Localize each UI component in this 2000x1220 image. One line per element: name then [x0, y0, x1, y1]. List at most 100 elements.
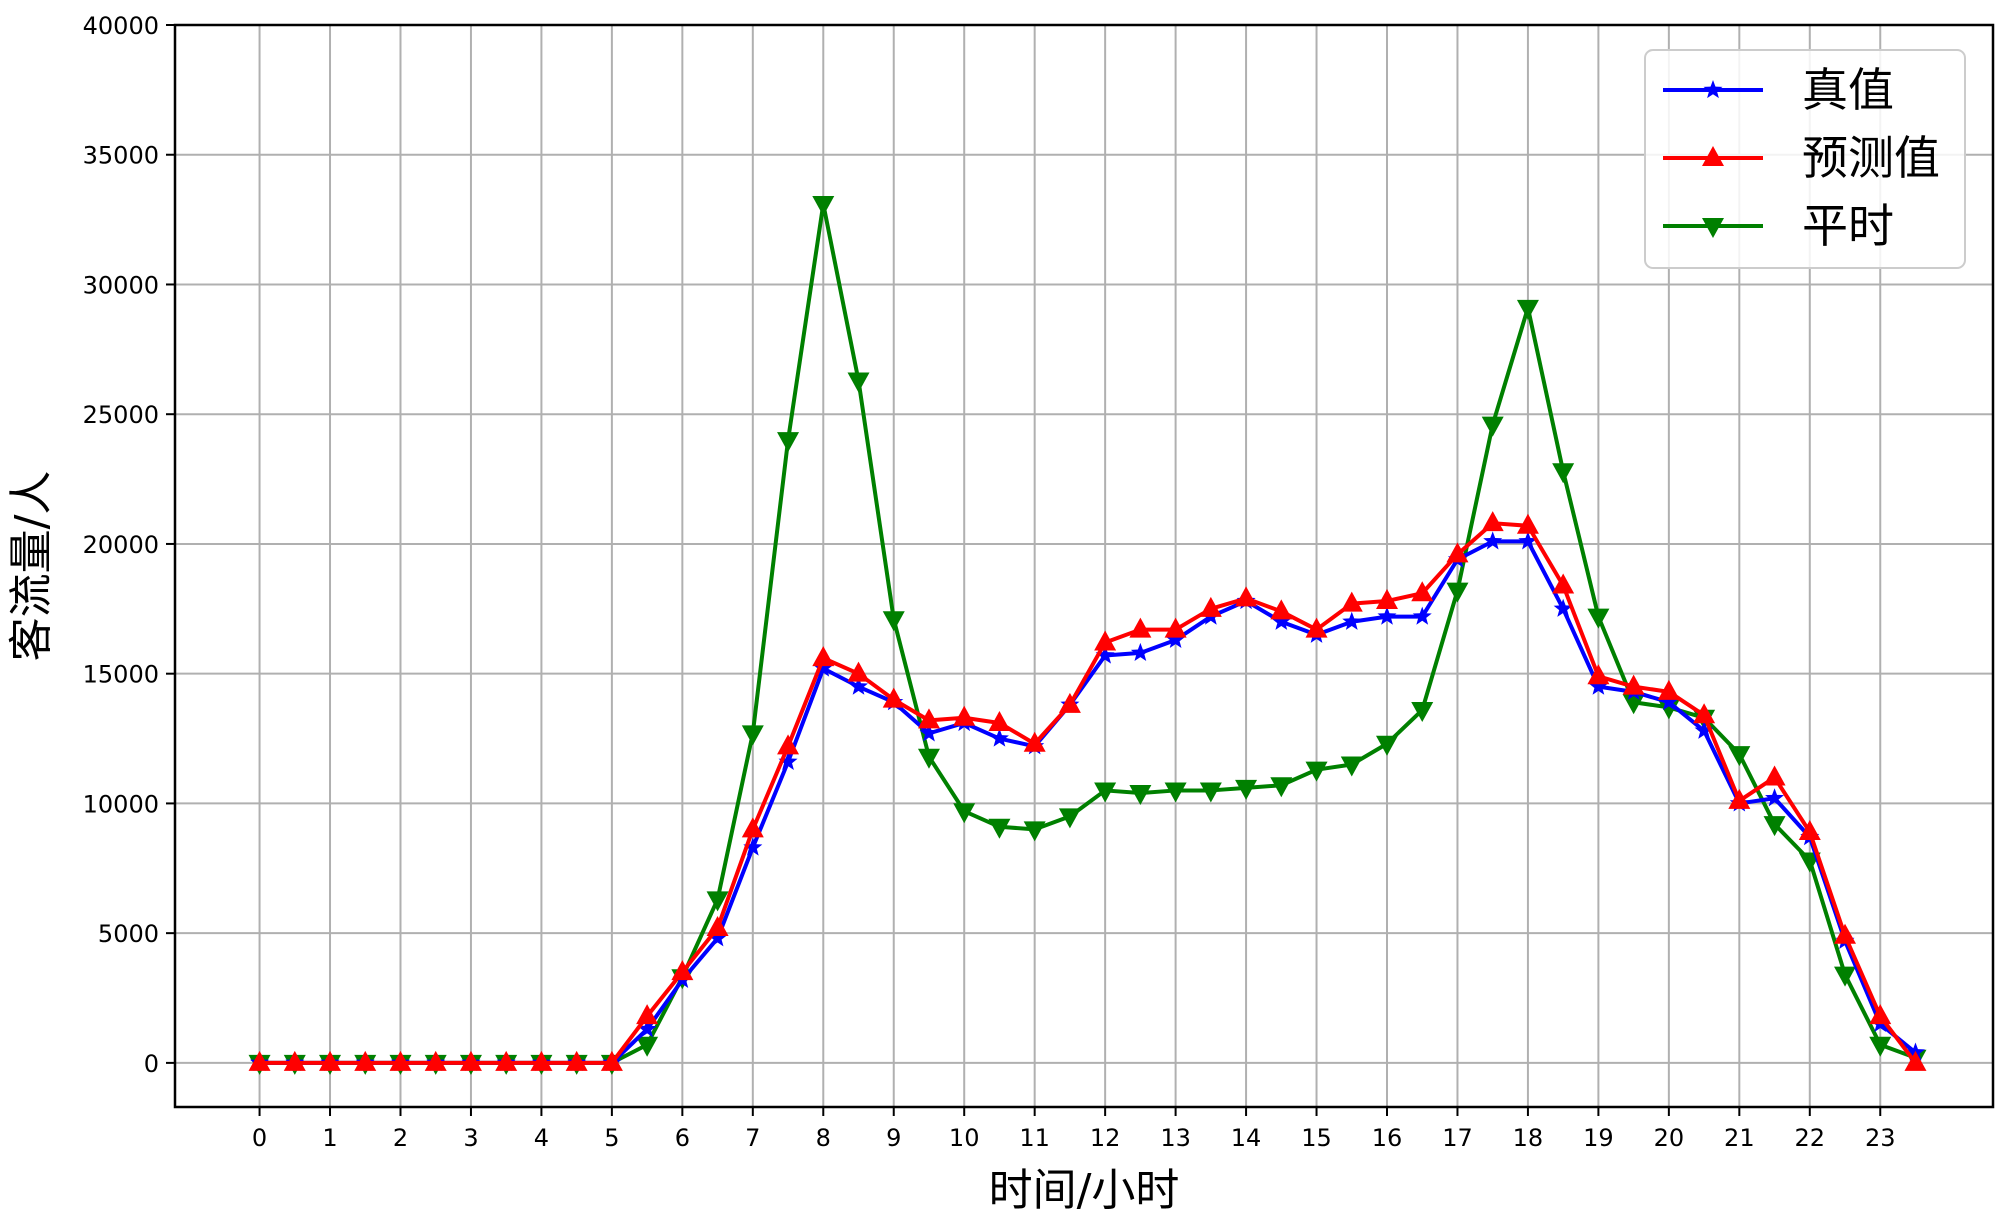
- data-point: [1516, 299, 1539, 320]
- x-tick-label: 12: [1090, 1124, 1121, 1152]
- data-point: [1588, 676, 1608, 695]
- data-point: [847, 372, 870, 393]
- data-point: [1728, 746, 1751, 767]
- data-point: [1869, 1036, 1892, 1057]
- data-point: [1763, 765, 1786, 786]
- data-point: [743, 837, 763, 856]
- y-tick-label: 40000: [83, 12, 159, 40]
- data-point: [1587, 608, 1610, 629]
- data-point: [600, 1050, 623, 1071]
- data-point: [1235, 586, 1258, 607]
- data-point: [919, 723, 939, 742]
- y-tick-label: 10000: [83, 790, 159, 818]
- data-point: [1765, 788, 1785, 807]
- data-point: [1377, 606, 1397, 625]
- data-point: [1622, 674, 1645, 695]
- data-point: [1094, 630, 1117, 651]
- x-tick-label: 21: [1724, 1124, 1755, 1152]
- data-point: [1657, 679, 1680, 700]
- data-point: [636, 1036, 659, 1057]
- data-point: [741, 725, 764, 746]
- x-tick-label: 10: [949, 1124, 980, 1152]
- data-point: [1516, 513, 1539, 534]
- legend-box: [1644, 49, 1966, 269]
- x-tick-label: 20: [1654, 1124, 1685, 1152]
- data-point: [741, 817, 764, 838]
- x-tick-label: 15: [1301, 1124, 1332, 1152]
- x-tick-label: 16: [1372, 1124, 1403, 1152]
- x-tick-label: 23: [1865, 1124, 1896, 1152]
- y-tick-label: 35000: [83, 142, 159, 170]
- data-point: [637, 1019, 657, 1038]
- data-point: [1129, 785, 1152, 806]
- data-point: [1763, 816, 1786, 837]
- x-axis-ticks: 0 1 2 3 4 5 6 7 8 9 10 11 12 13 14 15 16 17 18 19 20 21 22 23: [252, 1107, 1896, 1152]
- data-point: [953, 705, 976, 726]
- x-tick-label: 7: [745, 1124, 760, 1152]
- x-tick-label: 14: [1231, 1124, 1262, 1152]
- y-tick-label: 20000: [83, 531, 159, 559]
- data-point: [1199, 596, 1222, 617]
- data-point: [1058, 692, 1081, 713]
- data-point: [1481, 416, 1504, 437]
- data-point: [283, 1050, 306, 1071]
- data-point: [1340, 756, 1363, 777]
- data-point: [1235, 779, 1258, 800]
- x-tick-label: 3: [463, 1124, 478, 1152]
- data-point: [1904, 1050, 1927, 1071]
- data-point: [777, 734, 800, 755]
- data-point: [1693, 703, 1716, 724]
- data-point: [1446, 542, 1469, 563]
- data-point: [1023, 821, 1046, 842]
- data-point: [1552, 463, 1575, 484]
- data-point: [1587, 664, 1610, 685]
- data-point: [1199, 782, 1222, 803]
- data-point: [636, 1004, 659, 1025]
- data-point: [354, 1050, 377, 1071]
- x-tick-label: 1: [322, 1124, 337, 1152]
- data-point: [882, 611, 905, 632]
- data-point: [1446, 582, 1469, 603]
- series-group: [248, 196, 1927, 1075]
- data-point: [1376, 589, 1398, 610]
- data-point: [1340, 591, 1363, 612]
- y-axis-ticks: 0 5000 10000 15000 20000 25000 30000 35000 40000: [83, 12, 175, 1078]
- data-point: [1164, 782, 1187, 803]
- data-point: [1058, 808, 1081, 829]
- data-point: [1129, 617, 1152, 638]
- data-point: [1342, 611, 1362, 630]
- legend-label: 预测值: [1802, 131, 1940, 185]
- data-point: [1483, 531, 1503, 550]
- data-point: [882, 687, 905, 708]
- data-point: [1270, 777, 1293, 798]
- x-tick-label: 5: [604, 1124, 619, 1152]
- legend-marker: [1702, 218, 1724, 238]
- series-2: [248, 511, 1927, 1071]
- plot-frame: [173, 23, 1995, 1109]
- data-point: [989, 728, 1009, 747]
- data-point: [1023, 731, 1046, 752]
- data-point: [1166, 629, 1186, 649]
- x-tick-label: 9: [886, 1124, 901, 1152]
- data-point: [708, 928, 728, 947]
- data-point: [389, 1050, 412, 1071]
- data-point: [1305, 617, 1328, 638]
- data-point: [813, 658, 833, 677]
- x-tick-label: 19: [1583, 1124, 1614, 1152]
- x-tick-label: 4: [534, 1124, 549, 1152]
- y-axis-label: 客流量/人: [6, 471, 57, 662]
- x-tick-label: 11: [1019, 1124, 1050, 1152]
- data-point: [917, 748, 940, 769]
- legend-marker: [1702, 146, 1724, 166]
- data-point: [812, 196, 835, 217]
- data-point: [1376, 735, 1398, 756]
- data-point: [1553, 598, 1573, 617]
- data-point: [778, 751, 798, 770]
- y-tick-label: 15000: [83, 661, 159, 689]
- y-tick-label: 5000: [98, 920, 159, 948]
- legend-label: 真值: [1802, 63, 1894, 117]
- data-point: [1411, 581, 1434, 602]
- data-point: [1094, 782, 1117, 803]
